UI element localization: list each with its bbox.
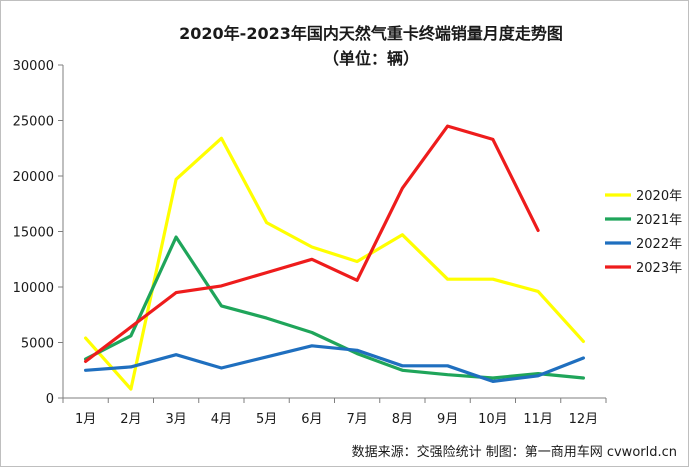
y-tick-label: 5000 xyxy=(21,337,54,352)
x-tick-label: 5月 xyxy=(256,412,277,427)
y-tick-label: 25000 xyxy=(13,115,54,130)
legend-label: 2023年 xyxy=(636,261,682,276)
legend-label: 2022年 xyxy=(636,237,682,252)
x-tick-label: 9月 xyxy=(437,412,458,427)
series-line-2023年 xyxy=(83,124,540,363)
x-tick-label: 4月 xyxy=(211,412,232,427)
legend: 2020年 2021年 2022年 2023年 xyxy=(605,189,682,276)
series-line-2021年 xyxy=(83,235,586,380)
legend-label: 2021年 xyxy=(636,213,682,228)
y-tick-label: 0 xyxy=(46,392,54,407)
legend-label: 2020年 xyxy=(636,189,682,204)
x-tick-label: 10月 xyxy=(478,412,508,427)
series-line-2020年 xyxy=(83,136,586,391)
series-lines xyxy=(83,124,586,391)
source-note: 数据来源：交强险统计 制图：第一商用车网 cvworld.cn xyxy=(352,444,677,460)
x-tick-label: 6月 xyxy=(301,412,322,427)
x-tick-label: 8月 xyxy=(392,412,413,427)
x-tick-label: 11月 xyxy=(523,412,553,427)
y-tick-label: 20000 xyxy=(13,170,54,185)
chart-title: 2020年-2023年国内天然气重卡终端销量月度走势图 xyxy=(179,24,563,43)
chart-subtitle: （单位：辆） xyxy=(323,49,419,68)
series-line-2022年 xyxy=(83,344,586,383)
y-tick-label: 15000 xyxy=(13,226,54,241)
axes: 0 5000 10000 15000 20000 25000 30000 1月 2月 3月 4月 5月… xyxy=(13,59,607,427)
x-tick-label: 2月 xyxy=(120,412,141,427)
x-tick-label: 7月 xyxy=(346,412,367,427)
x-tick-label: 3月 xyxy=(165,412,186,427)
y-tick-label: 10000 xyxy=(13,281,54,296)
x-tick-label: 1月 xyxy=(75,412,96,427)
x-tick-label: 12月 xyxy=(569,412,599,427)
y-tick-label: 30000 xyxy=(13,59,54,74)
